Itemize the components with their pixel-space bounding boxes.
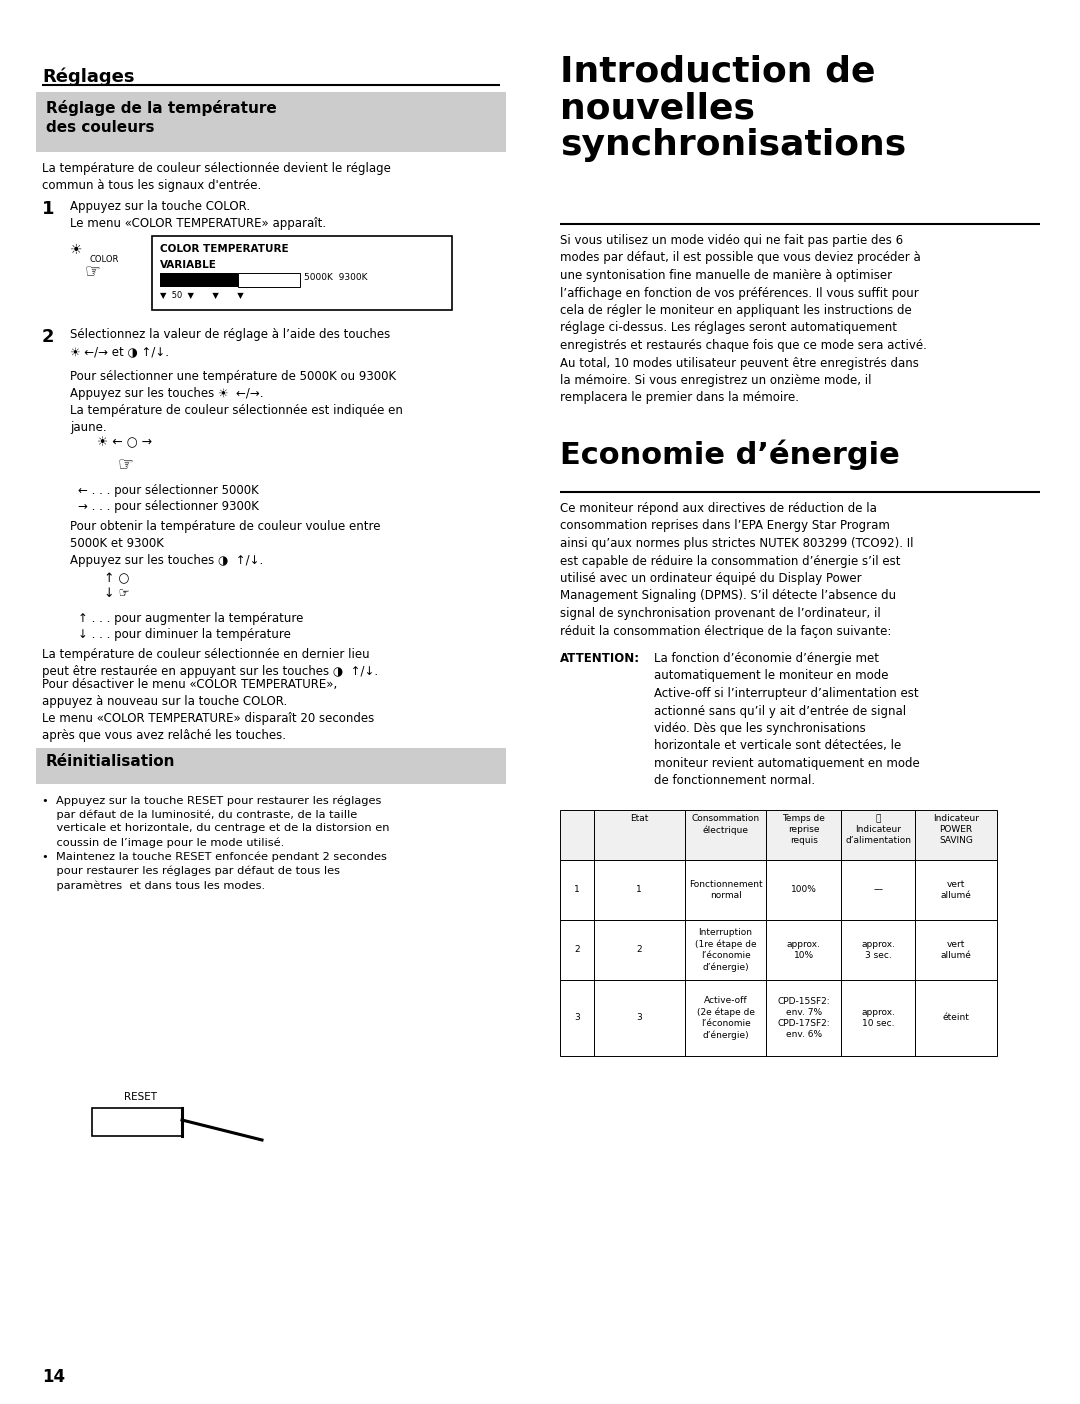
Bar [767,920,841,980]
Bar [685,920,767,980]
Bar [685,861,767,920]
Bar [841,861,915,920]
Bar [915,810,997,861]
Bar [915,920,997,980]
Text: VARIABLE: VARIABLE [160,260,217,270]
Text: Introduction de
nouvelles
synchronisations: Introduction de nouvelles synchronisatio… [561,55,906,163]
Text: 2: 2 [636,945,642,955]
Text: La température de couleur sélectionnée en dernier lieu
peut être restaurée en ap: La température de couleur sélectionnée e… [42,649,378,678]
Bar [36,748,507,783]
Text: ↑ . . . pour augmenter la température: ↑ . . . pour augmenter la température [78,612,303,625]
Text: Si vous utilisez un mode vidéo qui ne fait pas partie des 6
modes par défaut, il: Si vous utilisez un mode vidéo qui ne fa… [561,234,927,404]
Bar [594,810,685,861]
Text: Ⓣ
Indicateur
d’alimentation: Ⓣ Indicateur d’alimentation [845,814,912,845]
Bar [915,861,997,920]
Bar [561,920,594,980]
Text: Réglages: Réglages [42,67,135,87]
Text: ☞: ☞ [117,455,133,473]
Text: 5000K  9300K: 5000K 9300K [303,272,367,282]
Text: vert
allumé: vert allumé [941,880,971,900]
Bar [767,861,841,920]
Bar [561,980,594,1056]
Text: ☀: ☀ [70,243,82,257]
Text: Pour obtenir la température de couleur voulue entre
5000K et 9300K
Appuyez sur l: Pour obtenir la température de couleur v… [70,519,380,567]
Text: Pour désactiver le menu «COLOR TEMPERATURE»,
appuyez à nouveau sur la touche COL: Pour désactiver le menu «COLOR TEMPERATU… [42,678,375,741]
Bar [841,810,915,861]
Bar [160,272,238,286]
Text: ↓ ☞: ↓ ☞ [104,587,130,600]
Text: Pour sélectionner une température de 5000K ou 9300K
Appuyez sur les touches ☀  ←: Pour sélectionner une température de 500… [70,371,403,434]
Bar [915,980,997,1056]
Text: 2: 2 [42,329,54,345]
Text: éteint: éteint [943,1014,970,1022]
Text: Active-off
(2e étape de
l’économie
d’énergie): Active-off (2e étape de l’économie d’éne… [697,997,755,1040]
Text: ↑ ○: ↑ ○ [104,571,130,585]
Bar [767,810,841,861]
Text: approx.
3 sec.: approx. 3 sec. [861,939,895,960]
Text: ↓ . . . pour diminuer la température: ↓ . . . pour diminuer la température [78,628,291,642]
Text: ← . . . pour sélectionner 5000K: ← . . . pour sélectionner 5000K [78,484,259,497]
Text: RESET: RESET [124,1092,157,1102]
Bar [841,980,915,1056]
Bar [238,272,300,286]
Text: Fonctionnement
normal: Fonctionnement normal [689,880,762,900]
Bar [841,920,915,980]
Text: approx.
10%: approx. 10% [786,939,821,960]
Text: 14: 14 [42,1367,65,1386]
Text: ▼  50  ▼       ▼       ▼: ▼ 50 ▼ ▼ ▼ [160,291,244,299]
Bar [594,980,685,1056]
Text: Sélectionnez la valeur de réglage à l’aide des touches
☀ ←/→ et ◑ ↑/↓.: Sélectionnez la valeur de réglage à l’ai… [70,329,390,358]
Text: Interruption
(1re étape de
l’économie
d’énergie): Interruption (1re étape de l’économie d’… [694,928,756,972]
Text: → . . . pour sélectionner 9300K: → . . . pour sélectionner 9300K [78,500,259,512]
Text: Temps de
reprise
requis: Temps de reprise requis [782,814,825,845]
Bar [152,236,453,310]
Bar [594,920,685,980]
Text: Appuyez sur la touche COLOR.
Le menu «COLOR TEMPERATURE» apparaît.: Appuyez sur la touche COLOR. Le menu «CO… [70,199,326,230]
Text: 3: 3 [573,1014,580,1022]
Bar [92,1108,183,1136]
Text: —: — [874,886,882,894]
Text: La température de couleur sélectionnée devient le réglage
commun à tous les sign: La température de couleur sélectionnée d… [42,161,391,192]
Bar [685,980,767,1056]
Text: Réinitialisation: Réinitialisation [46,754,175,769]
Text: 1: 1 [573,886,580,894]
Text: ☞: ☞ [84,263,100,279]
Text: Economie d’énergie: Economie d’énergie [561,439,900,470]
Text: 1: 1 [636,886,643,894]
Text: COLOR TEMPERATURE: COLOR TEMPERATURE [160,244,288,254]
Bar [561,861,594,920]
Bar [594,861,685,920]
Text: 100%: 100% [791,886,816,894]
Text: Réglage de la température
des couleurs: Réglage de la température des couleurs [46,100,276,135]
Text: Indicateur
POWER
SAVING: Indicateur POWER SAVING [933,814,978,845]
Text: Etat: Etat [630,814,648,823]
Text: COLOR: COLOR [89,256,119,264]
Bar [561,810,594,861]
Bar [36,93,507,152]
Text: ATTENTION:: ATTENTION: [561,651,640,665]
Text: CPD-15SF2:
env. 7%
CPD-17SF2:
env. 6%: CPD-15SF2: env. 7% CPD-17SF2: env. 6% [778,997,829,1039]
Text: •  Appuyez sur la touche RESET pour restaurer les réglages
    par défaut de la : • Appuyez sur la touche RESET pour resta… [42,795,390,890]
Text: Consommation
électrique: Consommation électrique [691,814,759,835]
Text: La fonction d’économie d’énergie met
automatiquement le moniteur en mode
Active-: La fonction d’économie d’énergie met aut… [654,651,920,788]
Bar [685,810,767,861]
Text: 3: 3 [636,1014,643,1022]
Text: 1: 1 [42,199,54,218]
Text: approx.
10 sec.: approx. 10 sec. [861,1008,895,1028]
Bar [767,980,841,1056]
Text: vert
allumé: vert allumé [941,939,971,960]
Text: 2: 2 [573,945,580,955]
Text: Ce moniteur répond aux directives de réduction de la
consommation reprises dans : Ce moniteur répond aux directives de réd… [561,503,914,637]
Text: ☀ ← ○ →: ☀ ← ○ → [97,437,152,449]
